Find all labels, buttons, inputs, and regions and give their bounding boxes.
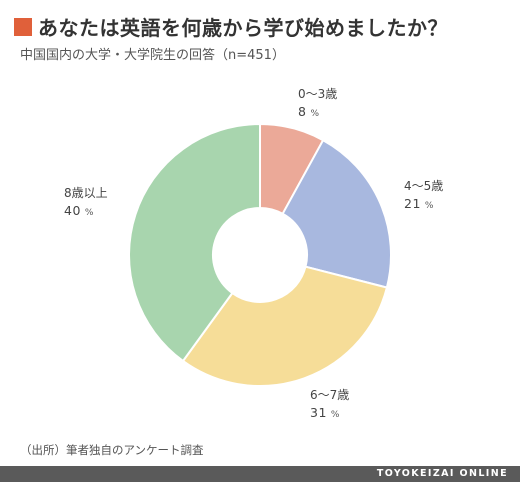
donut-slice-3 [128,122,261,363]
label-8-plus-unit: % [84,208,94,219]
label-6-7-category: 6〜7歳 [310,388,350,402]
label-0-3-category: 0〜3歳 [298,87,338,101]
chart-subtitle: 中国国内の大学・大学院生の回答（n=451） [20,48,285,63]
donut-slice-2 [181,265,389,387]
source-note: （出所）筆者独自のアンケート調査 [20,443,204,457]
label-4-5-unit: % [424,201,434,212]
label-4-5-value: 21 [404,196,421,212]
label-0-3-value: 8 [298,104,307,120]
label-6-7-value: 31 [310,405,327,421]
title-row: あなたは英語を何歳から学び始めましたか？ [14,12,448,41]
label-6-7-unit: % [330,410,340,421]
label-0-3: 0〜3歳 8% [298,86,337,122]
brand-logo-text: TOYOKEIZAI ONLINE [376,468,508,479]
label-0-3-unit: % [310,109,320,120]
title-marker [14,17,32,36]
donut-slice-1 [281,138,392,289]
label-8-plus-category: 8歳以上 [64,186,108,200]
label-4-5: 4〜5歳 21% [404,178,443,214]
label-8-plus-value: 40 [64,203,81,219]
chart-title: あなたは英語を何歳から学び始めましたか？ [38,16,448,40]
label-8-plus: 8歳以上 40% [64,185,108,221]
footer-bar: TOYOKEIZAI ONLINE [0,466,520,482]
label-4-5-category: 4〜5歳 [404,179,444,193]
label-6-7: 6〜7歳 31% [310,387,349,423]
